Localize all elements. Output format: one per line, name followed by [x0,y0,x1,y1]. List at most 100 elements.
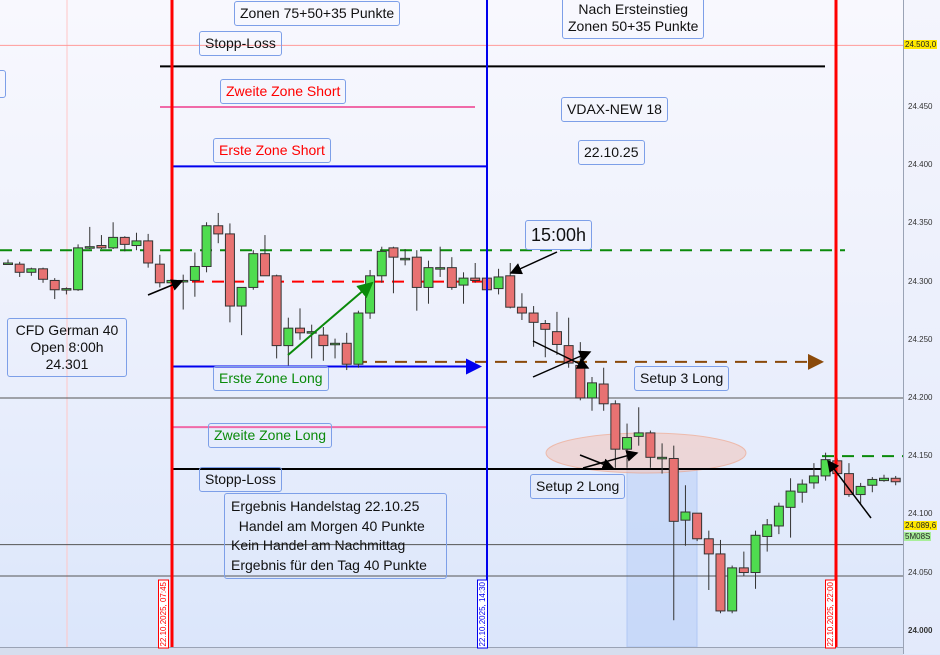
candle[interactable] [680,485,691,546]
candle[interactable] [470,262,481,283]
candle[interactable] [750,530,761,589]
candle[interactable] [365,269,376,319]
annotation-erste-zone-long[interactable]: Erste Zone Long [213,366,329,391]
candle[interactable] [458,272,469,304]
candle[interactable] [797,479,808,503]
candle[interactable] [505,262,516,309]
annotation-nach-ersteinstieg[interactable]: Nach Ersteinstieg Zonen 50+35 Punkte [562,0,705,39]
candle-body-up [353,312,364,365]
candle[interactable] [318,326,329,361]
candle[interactable] [388,246,399,294]
candle[interactable] [201,222,212,273]
time-axis[interactable] [0,647,903,655]
candle[interactable] [633,407,644,446]
candle[interactable] [516,293,527,321]
partial-annotation-box[interactable] [0,70,6,98]
candle[interactable] [738,551,749,577]
annotation-setup3[interactable]: Setup 3 Long [634,366,730,391]
candle[interactable] [341,332,352,371]
annotation-zweite-zone-long[interactable]: Zweite Zone Long [208,423,333,448]
candle[interactable] [785,478,796,538]
candle[interactable] [551,311,562,355]
candle[interactable] [61,287,72,295]
candle[interactable] [38,267,49,283]
candle[interactable] [493,268,504,295]
candle[interactable] [236,286,247,336]
candle[interactable] [843,463,854,497]
candle[interactable] [855,482,866,504]
candle[interactable] [808,463,819,489]
candle[interactable] [540,320,551,358]
candle[interactable] [14,261,25,277]
arrow-close [827,459,872,519]
candle[interactable] [727,565,738,614]
annotation-setup2[interactable]: Setup 2 Long [530,474,626,499]
candle-body-up [283,327,294,347]
candle[interactable] [119,236,130,252]
candle[interactable] [178,274,189,310]
candle[interactable] [84,226,95,250]
candle[interactable] [446,257,457,290]
candle[interactable] [762,518,773,552]
annotation-1500[interactable]: 15:00h [525,220,593,250]
candle[interactable] [411,250,422,311]
candle[interactable] [96,235,107,250]
candle-body-up [435,267,446,270]
candle[interactable] [528,306,539,347]
candle[interactable] [154,254,165,288]
candle[interactable] [703,530,714,590]
candle[interactable] [295,308,305,340]
candle[interactable] [773,502,784,535]
candle[interactable] [3,259,13,265]
candle[interactable] [657,443,668,474]
candle[interactable] [645,430,656,468]
candle-body-up [727,567,738,612]
candle-body-up [587,382,597,399]
candle[interactable] [423,260,434,304]
candle[interactable] [259,235,270,277]
annotation-vdax[interactable]: VDAX-NEW 18 [561,97,668,122]
price-label-current: 24.089,6 [904,521,938,530]
candle[interactable] [353,310,364,368]
candle[interactable] [73,244,84,291]
candle[interactable] [376,246,387,283]
annotation-zonen[interactable]: Zonen 75+50+35 Punkte [234,1,401,26]
candle[interactable] [143,233,154,268]
candle[interactable] [867,477,878,493]
candle[interactable] [668,445,679,621]
candle[interactable] [283,317,294,366]
candle[interactable] [224,223,235,323]
candlestick-chart [0,0,903,647]
candle[interactable] [213,212,224,244]
candle[interactable] [879,474,889,482]
annotation-ergebnis[interactable]: Ergebnis Handelstag 22.10.25 Handel am M… [224,493,447,579]
candle-body-up [3,262,13,265]
price-axis[interactable] [903,0,940,654]
candle-body-up [680,511,691,521]
candle[interactable] [306,324,317,359]
candle[interactable] [692,512,703,542]
candle[interactable] [248,250,259,290]
annotation-zweite-zone-short[interactable]: Zweite Zone Short [220,79,347,104]
annotation-date[interactable]: 22.10.25 [578,140,645,165]
candle[interactable] [330,338,341,359]
annotation-stopp-loss-top[interactable]: Stopp-Loss [199,31,282,56]
annotation-cfd-info[interactable]: CFD German 40 Open 8:00h 24.301 [7,318,127,377]
candle[interactable] [271,274,282,359]
candle[interactable] [890,475,901,486]
candle[interactable] [563,317,574,368]
annotation-stopp-loss-bottom[interactable]: Stopp-Loss [199,467,282,492]
annotation-erste-zone-short[interactable]: Erste Zone Short [213,138,331,163]
candle[interactable] [587,377,597,411]
candle[interactable] [598,367,609,411]
candle[interactable] [715,539,726,614]
candle[interactable] [610,400,621,468]
candle[interactable] [435,246,446,277]
candle[interactable] [189,252,200,297]
candle[interactable] [575,342,586,401]
candle[interactable] [400,249,411,266]
candle[interactable] [108,222,119,250]
candle[interactable] [131,232,142,251]
candle[interactable] [49,278,60,300]
candle[interactable] [26,267,37,276]
